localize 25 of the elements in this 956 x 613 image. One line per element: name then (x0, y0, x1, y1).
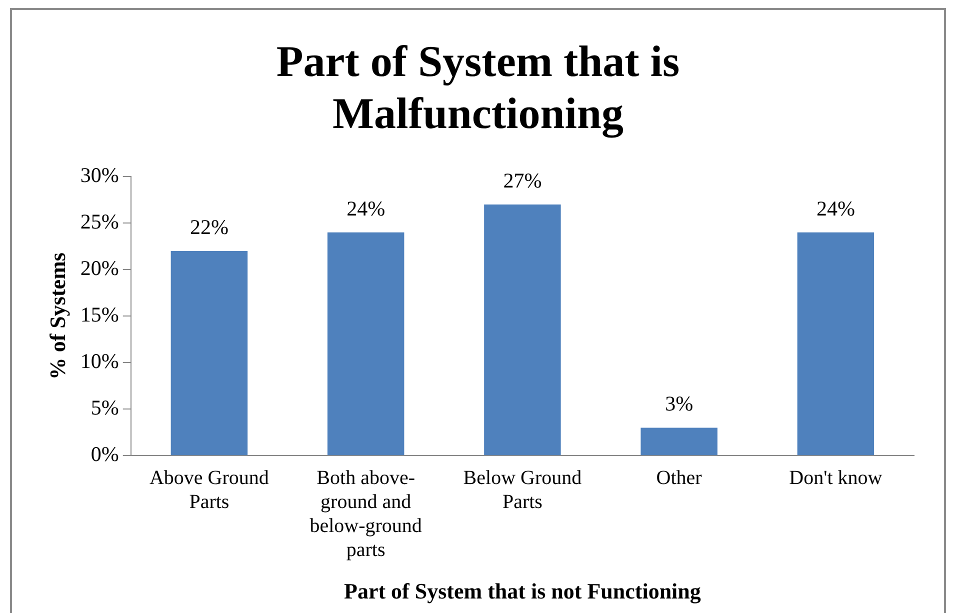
x-tick-label: Above Ground Parts (149, 466, 269, 513)
data-label: 22% (190, 215, 228, 240)
x-tick-label: Below Ground Parts (463, 466, 582, 513)
y-tick-label: 5% (90, 396, 119, 420)
y-tick-label: 15% (80, 302, 119, 327)
data-label: 3% (665, 392, 694, 416)
x-tick-label: Other (656, 466, 702, 489)
x-tick-label: Both above-ground and below-ground parts (310, 466, 422, 561)
y-tick-label: 0% (90, 442, 119, 466)
bar (640, 428, 718, 456)
y-axis-title: % of Systems (44, 252, 70, 380)
chart-title: Part of System that is Malfunctioning (275, 36, 681, 140)
data-label: 27% (503, 168, 542, 193)
data-label: 24% (816, 196, 855, 220)
y-tick-label: 20% (80, 256, 119, 280)
bar (797, 232, 874, 456)
data-label: 24% (346, 196, 386, 220)
y-tick-label: 10% (80, 349, 119, 374)
bar (170, 251, 248, 456)
y-tick-label: 30% (80, 163, 119, 188)
bar (327, 232, 404, 456)
y-tick-label: 25% (80, 210, 119, 234)
x-axis-title: Part of System that is not Functioning (344, 578, 701, 604)
x-tick-label: Don't know (789, 466, 883, 489)
bar (484, 204, 561, 456)
